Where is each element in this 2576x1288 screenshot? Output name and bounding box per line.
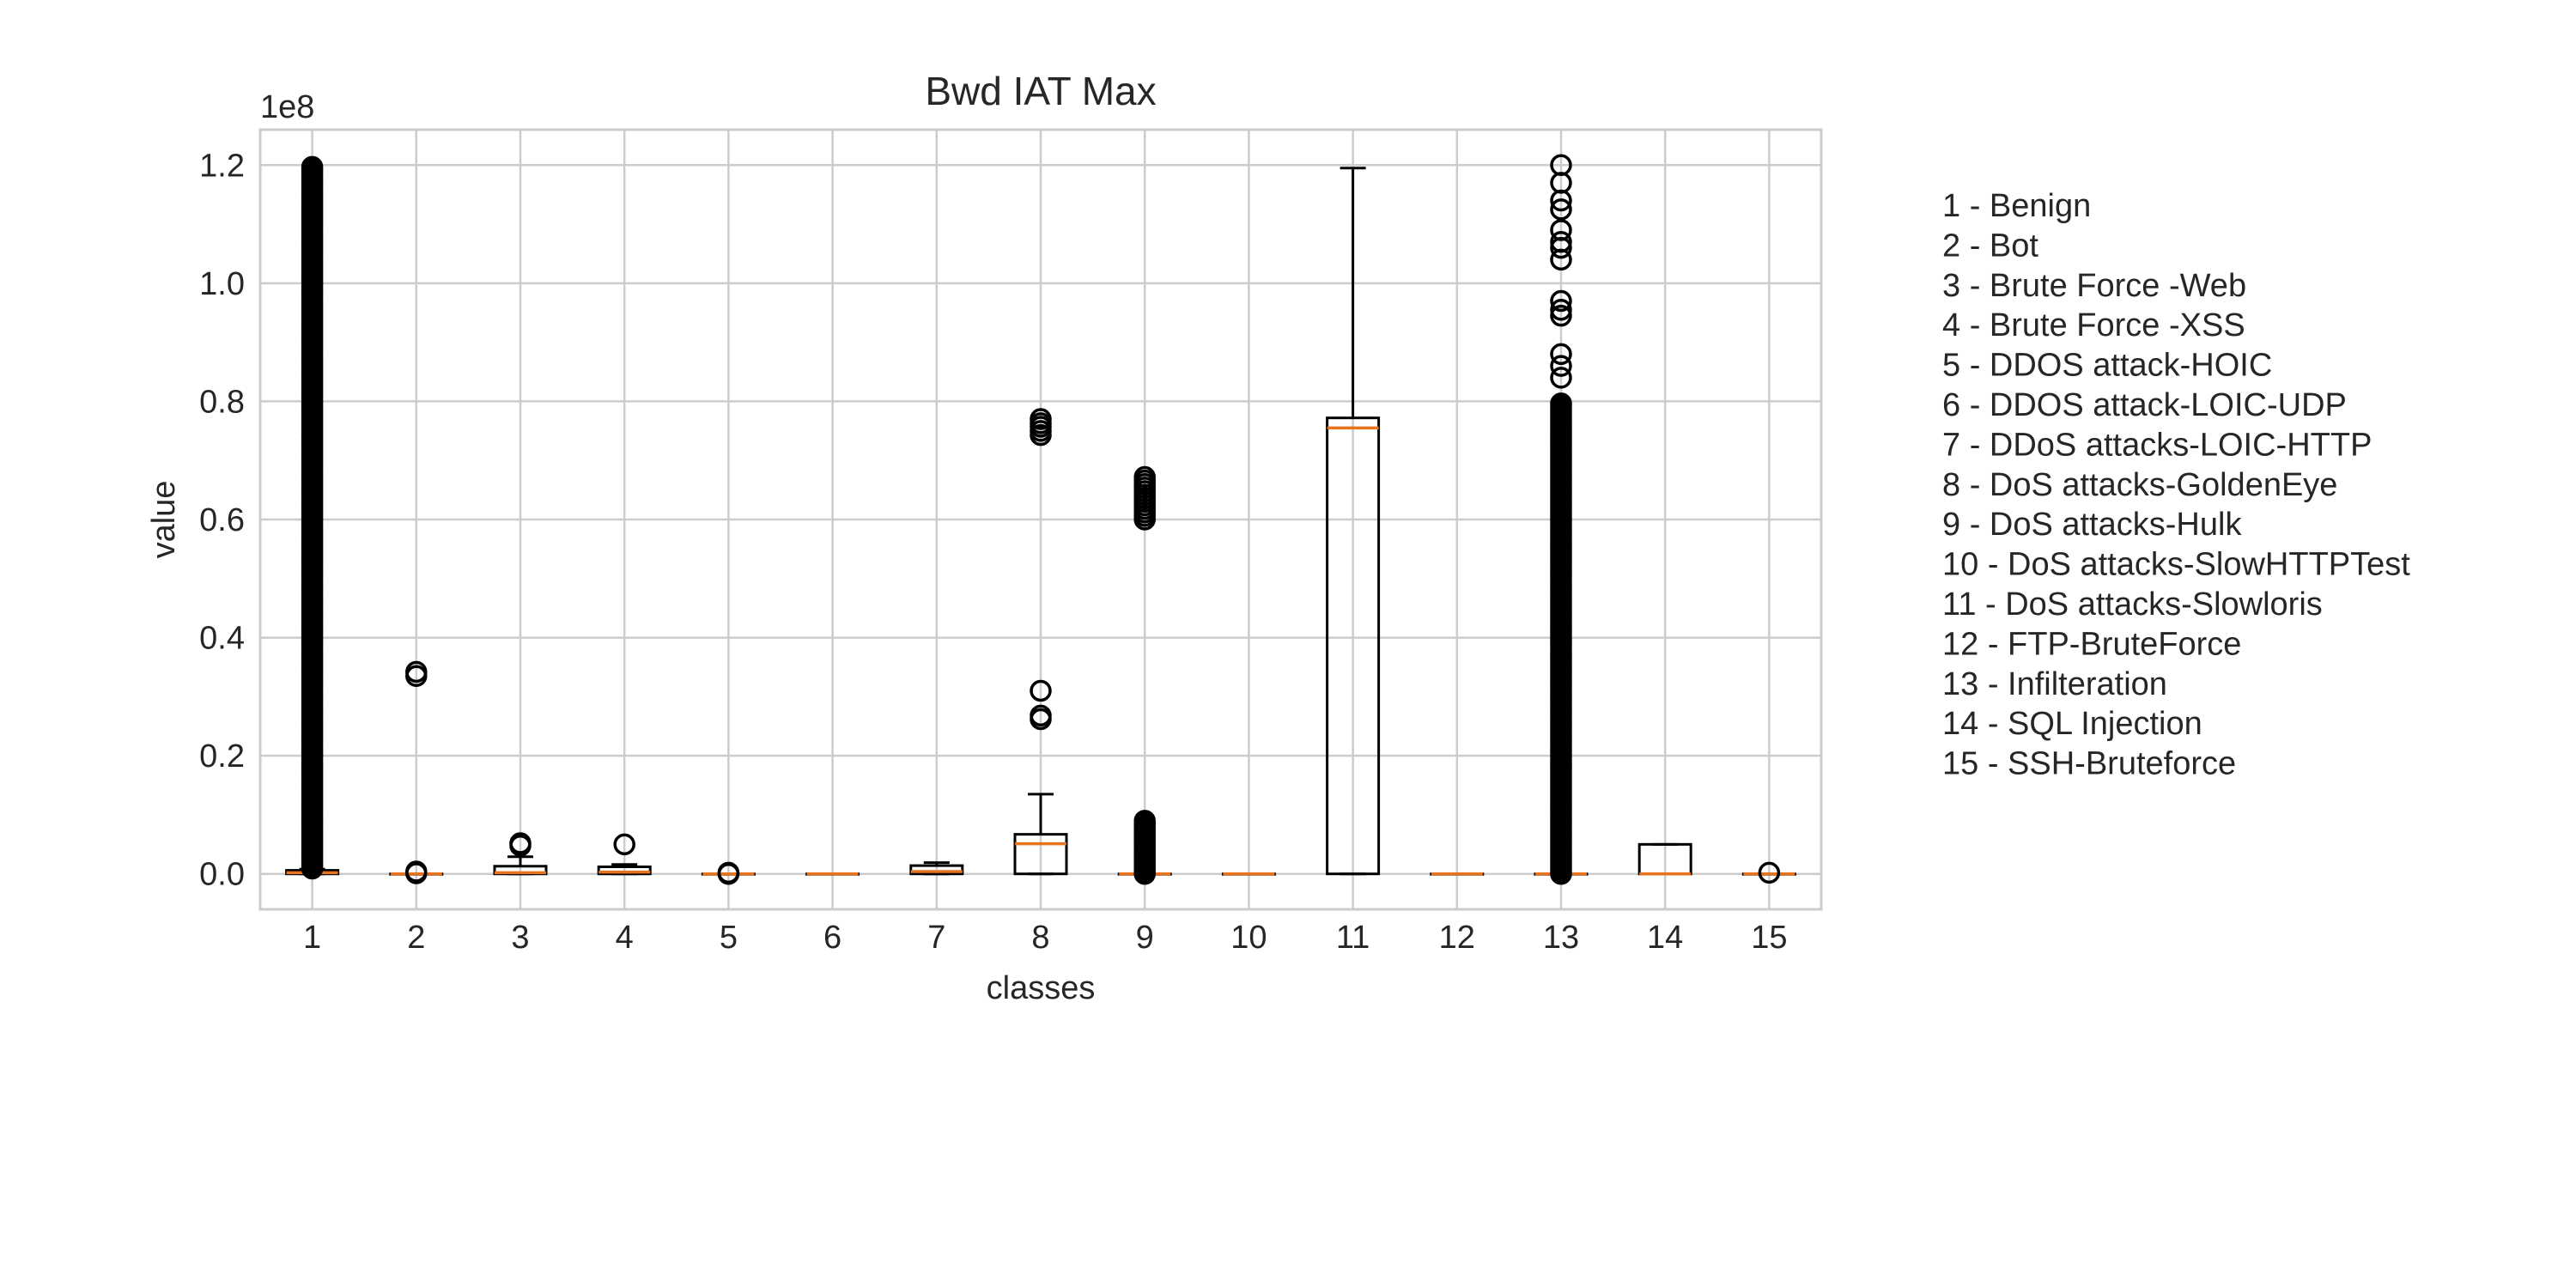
flier-point — [1550, 219, 1572, 241]
x-tick-label: 8 — [1031, 920, 1049, 956]
x-tick-label: 7 — [927, 920, 945, 956]
flier-point — [1550, 299, 1572, 321]
y-scale-multiplier: 1e8 — [260, 89, 314, 125]
x-tick-label: 12 — [1439, 920, 1475, 956]
box-class-12 — [1430, 872, 1485, 876]
grid-lines — [260, 130, 1821, 909]
flier-point — [613, 833, 635, 856]
axes-frame — [258, 128, 1823, 911]
legend-entry: 7 - DDoS attacks-LOIC-HTTP — [1942, 427, 2372, 463]
legend-entry: 6 - DDOS attack-LOIC-UDP — [1942, 387, 2347, 423]
box-class-9 — [1117, 465, 1172, 885]
flier-point — [1550, 355, 1572, 377]
fliers — [301, 155, 324, 880]
y-tick-label: 0.0 — [199, 857, 245, 893]
iqr-box — [597, 865, 652, 876]
fliers — [1133, 465, 1156, 885]
iqr-box — [909, 864, 964, 876]
x-tick-label: 4 — [616, 920, 634, 956]
legend-entry: 4 - Brute Force -XSS — [1942, 307, 2245, 343]
flier-point — [1550, 198, 1572, 221]
box-class-13 — [1534, 154, 1589, 885]
flier-point — [301, 155, 324, 179]
flier-point — [1030, 704, 1052, 727]
flier-point — [405, 860, 428, 883]
fliers — [405, 660, 428, 884]
x-axis-label: classes — [987, 970, 1096, 1006]
x-tick-label: 2 — [407, 920, 425, 956]
y-tick-label: 0.4 — [199, 621, 245, 657]
legend-entry: 2 - Bot — [1942, 228, 2038, 264]
flier-point — [1030, 679, 1052, 702]
chart-title: Bwd IAT Max — [925, 69, 1156, 113]
x-tick-label: 10 — [1230, 920, 1267, 956]
flier-point — [1030, 408, 1052, 430]
axis-ticks: 0.00.20.40.60.81.01.21 2 3 4 5 6 7 8 9 10 11 12 13 14… — [199, 148, 1787, 956]
flier-point — [1133, 810, 1156, 832]
legend-entry: 15 - SSH-Bruteforce — [1942, 746, 2236, 782]
legend-entry: 12 - FTP-BruteForce — [1942, 626, 2241, 662]
fliers — [509, 832, 532, 857]
legend-entry: 1 - Benign — [1942, 188, 2091, 224]
flier-point — [1550, 392, 1572, 415]
fliers — [613, 833, 635, 856]
box-class-14 — [1637, 842, 1692, 876]
flier-point — [1133, 465, 1156, 489]
x-tick-label: 14 — [1647, 920, 1683, 956]
x-tick-label: 3 — [511, 920, 529, 956]
flier-point — [1758, 861, 1781, 884]
box-class-2 — [389, 660, 444, 884]
fliers — [717, 861, 740, 885]
flier-point — [405, 660, 428, 683]
flier-point — [1550, 304, 1572, 327]
fliers — [1030, 408, 1052, 731]
box-class-4 — [597, 833, 652, 876]
x-tick-label: 15 — [1751, 920, 1787, 956]
flier-point — [1550, 230, 1572, 253]
y-tick-label: 0.2 — [199, 738, 245, 775]
iqr-box — [1326, 416, 1381, 876]
y-tick-label: 0.6 — [199, 502, 245, 538]
legend-entry: 8 - DoS attacks-GoldenEye — [1942, 467, 2337, 503]
legend-entry: 14 - SQL Injection — [1942, 706, 2202, 742]
flier-point — [509, 832, 532, 854]
flier-point — [1550, 367, 1572, 389]
legend-entry: 13 - Infilteration — [1942, 666, 2167, 702]
box-class-8 — [1013, 408, 1068, 876]
y-axis-label: value — [146, 481, 182, 559]
box-class-6 — [805, 872, 860, 876]
box-class-15 — [1741, 861, 1796, 884]
legend-entry: 11 - DoS attacks-Slowloris — [1942, 586, 2323, 623]
box-series — [285, 154, 1796, 885]
x-tick-label: 13 — [1543, 920, 1579, 956]
box-class-3 — [493, 832, 548, 876]
x-tick-label: 1 — [303, 920, 321, 956]
legend-entry: 10 - DoS attacks-SlowHTTPTest — [1942, 547, 2410, 583]
legend-entry: 3 - Brute Force -Web — [1942, 268, 2246, 304]
flier-point — [1550, 343, 1572, 366]
x-tick-label: 6 — [823, 920, 841, 956]
flier-point — [1550, 289, 1572, 313]
fliers — [1550, 154, 1572, 885]
x-tick-label: 5 — [720, 920, 738, 956]
y-tick-label: 1.0 — [199, 266, 245, 302]
box-class-5 — [701, 861, 756, 885]
legend-entry: 5 - DDOS attack-HOIC — [1942, 348, 2272, 384]
box-class-1 — [285, 155, 340, 880]
box-class-7 — [909, 861, 964, 876]
legend-entry: 9 - DoS attacks-Hulk — [1942, 507, 2242, 543]
fliers — [1758, 861, 1781, 884]
y-tick-label: 0.8 — [199, 384, 245, 420]
x-tick-label: 9 — [1136, 920, 1154, 956]
iqr-box — [1013, 833, 1068, 876]
flier-point — [1550, 154, 1572, 177]
flier-point — [717, 861, 740, 884]
y-tick-label: 1.2 — [199, 148, 245, 184]
box-class-10 — [1221, 872, 1276, 876]
box-class-11 — [1326, 167, 1381, 876]
x-tick-label: 11 — [1336, 920, 1370, 956]
